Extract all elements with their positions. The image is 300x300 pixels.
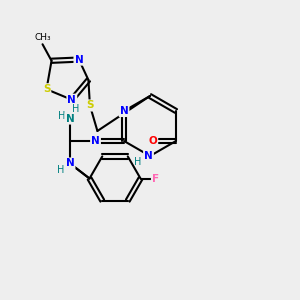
Text: S: S <box>86 100 94 110</box>
Text: N: N <box>66 158 74 169</box>
Text: N: N <box>120 106 128 116</box>
Text: CH₃: CH₃ <box>34 33 51 42</box>
Text: N: N <box>74 55 83 64</box>
Text: N: N <box>68 95 76 105</box>
Text: H: H <box>58 110 65 121</box>
Text: N: N <box>66 113 74 124</box>
Text: N: N <box>144 151 153 161</box>
Text: F: F <box>152 173 159 184</box>
Text: H: H <box>134 157 141 167</box>
Text: O: O <box>148 136 157 146</box>
Text: S: S <box>43 84 50 94</box>
Text: H: H <box>57 165 64 175</box>
Text: H: H <box>72 104 79 115</box>
Text: N: N <box>91 136 100 146</box>
